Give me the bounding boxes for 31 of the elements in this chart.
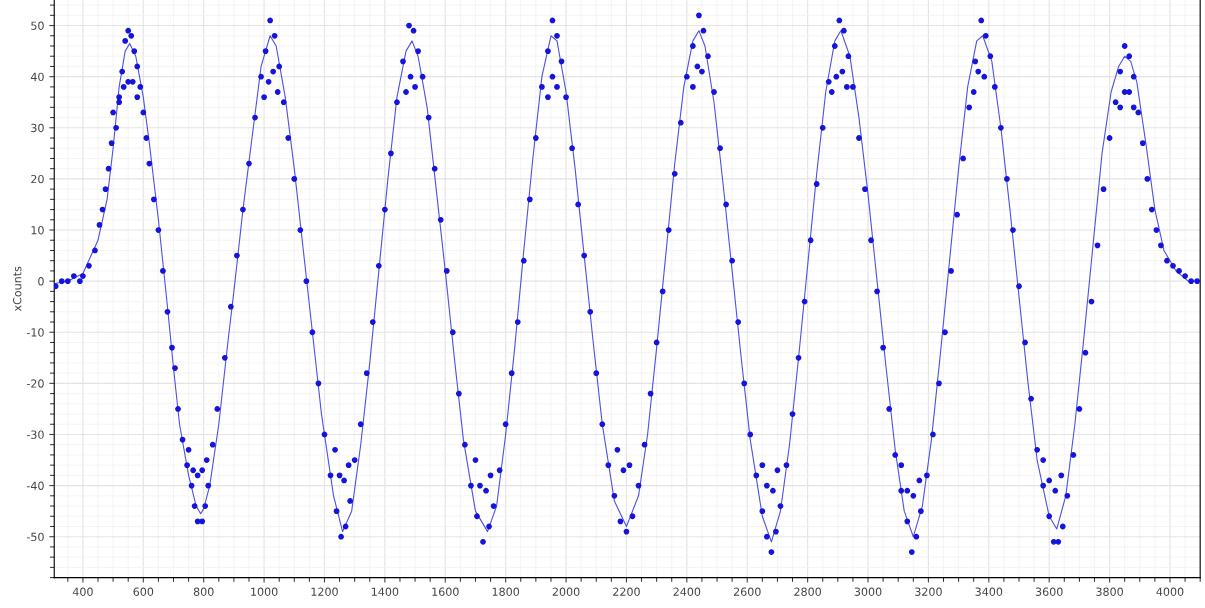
x-tick-label: 2400 xyxy=(673,587,701,596)
x-tick-label: 400 xyxy=(72,587,93,596)
y-tick-label: 20 xyxy=(31,174,44,184)
x-tick-label: 1600 xyxy=(432,587,459,596)
y-tick-label: -30 xyxy=(26,430,44,439)
x-tick-label: 3000 xyxy=(854,587,882,596)
y-tick-label: 40 xyxy=(30,72,44,82)
x-tick-label: 3600 xyxy=(1035,587,1063,596)
y-tick-label: 30 xyxy=(31,123,44,133)
y-tick-label: -50 xyxy=(26,532,44,542)
x-tick-label: 600 xyxy=(133,587,154,596)
x-tick-label: 3200 xyxy=(915,587,942,596)
x-tick-label: 1000 xyxy=(251,587,278,596)
x-tick-label: 1400 xyxy=(371,587,399,596)
y-tick-label: 0 xyxy=(38,277,44,286)
x-tick-label: 1200 xyxy=(311,587,338,596)
y-tick-label: 50 xyxy=(31,21,44,30)
x-tick-label: 2800 xyxy=(794,587,822,596)
x-tick-label: 1800 xyxy=(492,587,520,596)
x-tick-label: 4000 xyxy=(1156,587,1184,596)
x-tick-label: 2600 xyxy=(733,587,761,596)
y-tick-label: -40 xyxy=(26,481,44,490)
y-tick-label: 10 xyxy=(31,225,44,235)
x-tick-label: 2200 xyxy=(613,587,640,596)
y-tick-label: -20 xyxy=(26,379,44,388)
x-tick-label: 3800 xyxy=(1096,587,1123,596)
y-tick-label: -10 xyxy=(26,328,44,337)
x-tick-label: 800 xyxy=(193,587,214,596)
y-axis-title: xCounts xyxy=(13,266,22,312)
x-tick-label: 3400 xyxy=(975,587,1003,596)
x-tick-label: 2000 xyxy=(552,587,580,596)
